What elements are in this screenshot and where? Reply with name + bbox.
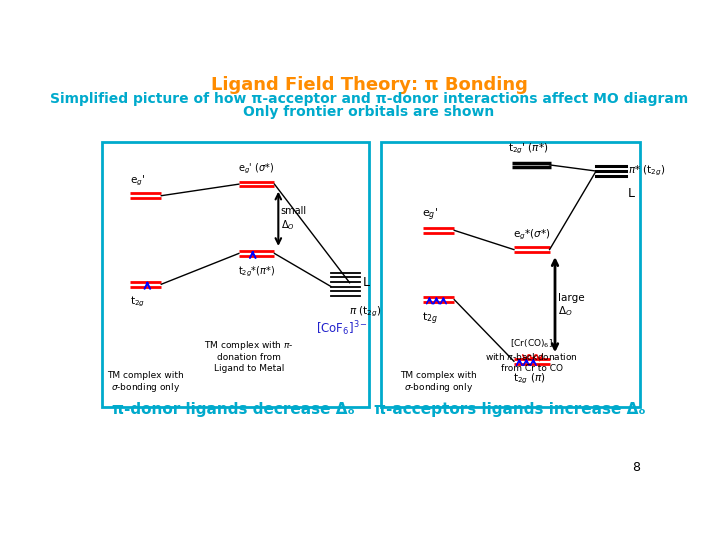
- Text: π-acceptors ligands increase Δₒ: π-acceptors ligands increase Δₒ: [374, 402, 646, 417]
- Text: L: L: [363, 276, 370, 289]
- Text: Ligand Field Theory: π Bonding: Ligand Field Theory: π Bonding: [210, 76, 528, 94]
- Text: t$_{2g}$' ($\pi$*): t$_{2g}$' ($\pi$*): [508, 141, 548, 156]
- Text: $\pi$ (t$_{2g}$): $\pi$ (t$_{2g}$): [349, 305, 382, 320]
- Text: t$_{2g}$: t$_{2g}$: [130, 295, 145, 309]
- Text: 8: 8: [632, 462, 640, 475]
- Text: [Cr(CO)$_6$]
with $\pi$-backdonation
from Cr to CO: [Cr(CO)$_6$] with $\pi$-backdonation fro…: [485, 337, 578, 373]
- FancyBboxPatch shape: [102, 142, 369, 408]
- Text: TM complex with $\pi$-
donation from
Ligand to Metal: TM complex with $\pi$- donation from Lig…: [204, 339, 294, 373]
- Text: e$_g$': e$_g$': [130, 173, 145, 188]
- Text: e$_g$' ($\sigma$*): e$_g$' ($\sigma$*): [238, 162, 274, 177]
- Text: $\pi$* (t$_{2g}$): $\pi$* (t$_{2g}$): [628, 164, 665, 178]
- FancyBboxPatch shape: [381, 142, 640, 408]
- Text: [CoF$_6$]$^{3-}$: [CoF$_6$]$^{3-}$: [316, 320, 368, 338]
- Text: TM complex with
$\sigma$-bonding only: TM complex with $\sigma$-bonding only: [400, 370, 477, 394]
- Text: π-donor ligands decrease Δₒ: π-donor ligands decrease Δₒ: [112, 402, 355, 417]
- Text: t$_{2g}$: t$_{2g}$: [422, 310, 438, 327]
- Text: Simplified picture of how π-acceptor and π-donor interactions affect MO diagram: Simplified picture of how π-acceptor and…: [50, 92, 688, 106]
- Text: TM complex with
$\sigma$-bonding only: TM complex with $\sigma$-bonding only: [107, 370, 184, 394]
- Text: small
$\Delta_O$: small $\Delta_O$: [281, 206, 307, 232]
- Text: L: L: [628, 187, 635, 200]
- Text: t$_{2g}$*($\pi$*): t$_{2g}$*($\pi$*): [238, 265, 275, 279]
- Text: e$_g$': e$_g$': [422, 206, 438, 222]
- Text: Only frontier orbitals are shown: Only frontier orbitals are shown: [243, 105, 495, 119]
- Text: large
$\Delta_O$: large $\Delta_O$: [558, 293, 585, 318]
- Text: t$_{2g}$ ($\pi$): t$_{2g}$ ($\pi$): [513, 372, 546, 387]
- Text: e$_g$*($\sigma$*): e$_g$*($\sigma$*): [513, 227, 551, 242]
